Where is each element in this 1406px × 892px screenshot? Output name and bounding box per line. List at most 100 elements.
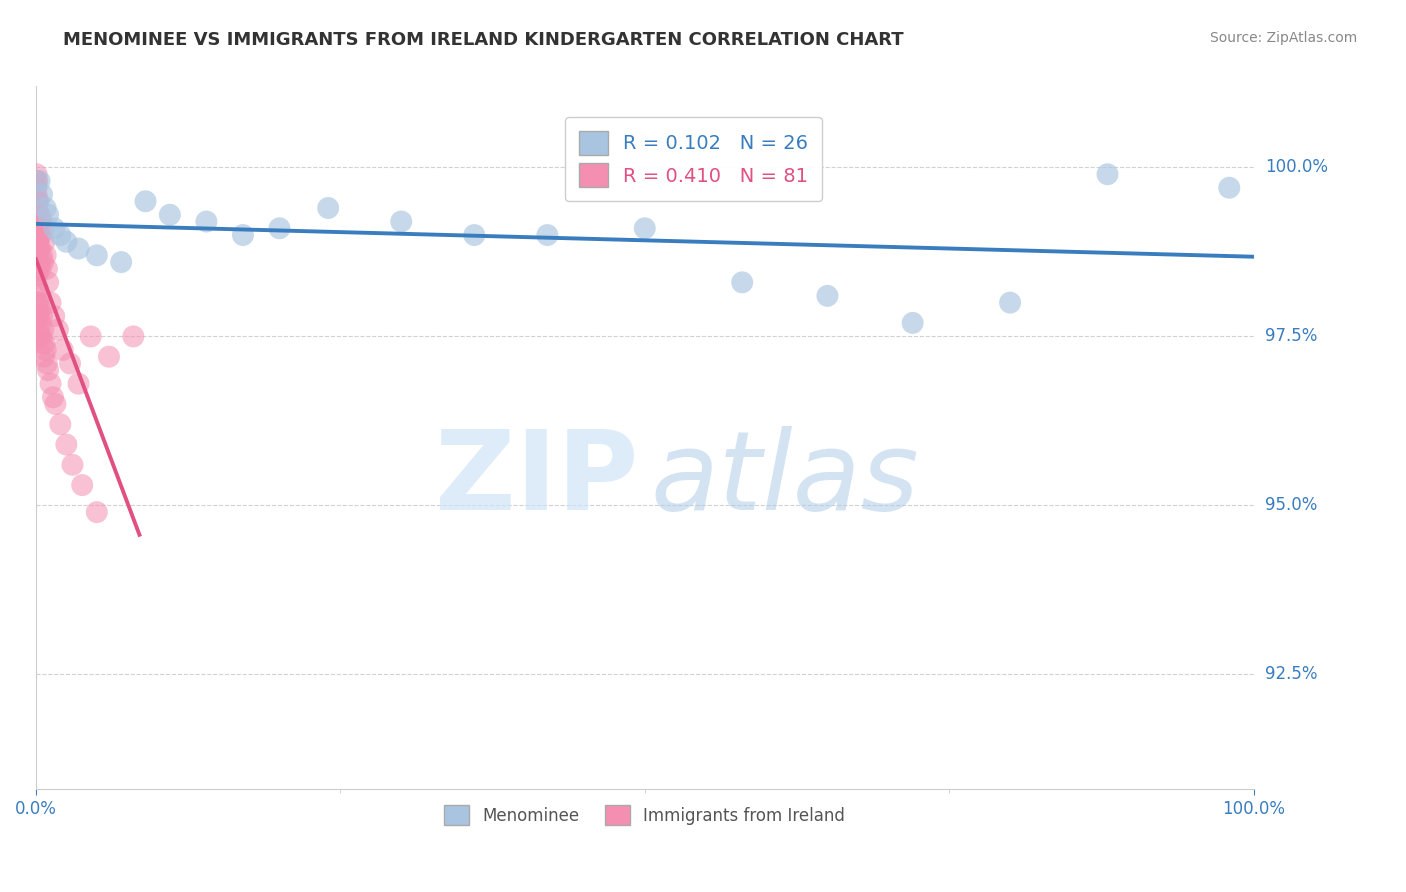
Text: Source: ZipAtlas.com: Source: ZipAtlas.com — [1209, 31, 1357, 45]
Point — [25, 235, 48, 249]
Point — [110, 255, 132, 269]
Point — [25, 214, 48, 228]
Point — [62, 458, 84, 472]
Point — [28, 208, 51, 222]
Point — [269, 221, 291, 235]
Point — [815, 289, 838, 303]
Point — [32, 350, 55, 364]
Point — [28, 227, 51, 242]
Point — [27, 309, 49, 323]
Point — [25, 242, 48, 256]
Point — [44, 221, 66, 235]
Point — [28, 309, 51, 323]
Point — [25, 282, 48, 296]
Point — [25, 255, 48, 269]
Point — [28, 295, 51, 310]
Point — [49, 227, 72, 242]
Point — [32, 323, 55, 337]
Point — [27, 323, 49, 337]
Point — [31, 187, 53, 202]
Point — [901, 316, 924, 330]
Point — [27, 194, 49, 209]
Point — [25, 221, 48, 235]
Point — [27, 295, 49, 310]
Point — [44, 397, 66, 411]
Point — [25, 227, 48, 242]
Legend: Menominee, Immigrants from Ireland: Menominee, Immigrants from Ireland — [436, 797, 853, 834]
Point — [232, 227, 254, 242]
Text: MENOMINEE VS IMMIGRANTS FROM IRELAND KINDERGARTEN CORRELATION CHART: MENOMINEE VS IMMIGRANTS FROM IRELAND KIN… — [63, 31, 904, 49]
Point — [80, 329, 103, 343]
Point — [55, 235, 77, 249]
Point — [135, 194, 157, 209]
Point — [27, 282, 49, 296]
Point — [25, 214, 48, 228]
Point — [34, 336, 56, 351]
Point — [31, 214, 53, 228]
Point — [35, 356, 58, 370]
Point — [27, 194, 49, 209]
Point — [25, 261, 48, 276]
Point — [86, 505, 108, 519]
Text: 95.0%: 95.0% — [1265, 496, 1317, 515]
Point — [37, 208, 59, 222]
Point — [731, 276, 754, 290]
Point — [46, 323, 69, 337]
Point — [28, 329, 51, 343]
Point — [27, 214, 49, 228]
Point — [316, 201, 339, 215]
Point — [27, 235, 49, 249]
Point — [39, 295, 62, 310]
Point — [31, 309, 53, 323]
Point — [25, 180, 48, 194]
Point — [52, 343, 75, 357]
Point — [634, 221, 657, 235]
Point — [27, 235, 49, 249]
Point — [159, 208, 181, 222]
Point — [55, 437, 77, 451]
Point — [25, 235, 48, 249]
Point — [195, 214, 218, 228]
Point — [25, 174, 48, 188]
Text: 100.0%: 100.0% — [1265, 159, 1327, 177]
Point — [34, 235, 56, 249]
Point — [37, 363, 59, 377]
Point — [30, 227, 52, 242]
Point — [30, 261, 52, 276]
Point — [25, 194, 48, 209]
Point — [30, 302, 52, 317]
Point — [25, 174, 48, 188]
Point — [25, 167, 48, 181]
Point — [1097, 167, 1119, 181]
Point — [463, 227, 485, 242]
Point — [31, 336, 53, 351]
Point — [25, 208, 48, 222]
Point — [998, 295, 1021, 310]
Point — [30, 329, 52, 343]
Point — [25, 201, 48, 215]
Point — [30, 242, 52, 256]
Point — [30, 214, 52, 228]
Point — [34, 248, 56, 262]
Text: 92.5%: 92.5% — [1265, 665, 1317, 683]
Point — [536, 227, 558, 242]
Point — [35, 261, 58, 276]
Point — [28, 174, 51, 188]
Point — [67, 242, 90, 256]
Point — [44, 309, 66, 323]
Point — [27, 255, 49, 269]
Point — [39, 376, 62, 391]
Point — [27, 261, 49, 276]
Point — [34, 343, 56, 357]
Point — [59, 356, 82, 370]
Point — [28, 255, 51, 269]
Point — [25, 194, 48, 209]
Point — [67, 376, 90, 391]
Point — [31, 248, 53, 262]
Point — [98, 350, 121, 364]
Text: 97.5%: 97.5% — [1265, 327, 1317, 345]
Point — [122, 329, 145, 343]
Point — [37, 276, 59, 290]
Point — [389, 214, 412, 228]
Point — [1218, 180, 1240, 194]
